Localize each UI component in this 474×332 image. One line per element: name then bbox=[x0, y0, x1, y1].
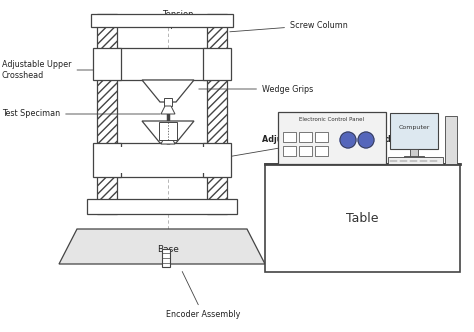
Text: Adjustable Lower Crosshead: Adjustable Lower Crosshead bbox=[230, 135, 391, 156]
Bar bbox=[93, 143, 121, 177]
Bar bbox=[97, 14, 117, 214]
Polygon shape bbox=[142, 80, 194, 102]
Bar bbox=[207, 14, 227, 214]
Bar bbox=[388, 157, 443, 164]
Text: Table: Table bbox=[346, 211, 379, 224]
Text: Base: Base bbox=[157, 244, 179, 254]
Circle shape bbox=[358, 132, 374, 148]
Bar bbox=[117, 48, 207, 80]
Bar bbox=[299, 146, 312, 156]
Bar bbox=[315, 132, 328, 142]
Bar bbox=[390, 113, 438, 149]
Bar bbox=[164, 98, 172, 106]
Bar bbox=[404, 156, 424, 160]
Bar bbox=[315, 146, 328, 156]
Text: Electronic Control Panel: Electronic Control Panel bbox=[300, 117, 365, 122]
Text: Tension
Space: Tension Space bbox=[162, 10, 194, 30]
Polygon shape bbox=[161, 106, 175, 114]
Text: Wedge Grips: Wedge Grips bbox=[199, 85, 313, 94]
Bar bbox=[93, 48, 121, 80]
Bar bbox=[117, 143, 207, 177]
Bar bbox=[445, 116, 457, 164]
Polygon shape bbox=[59, 229, 265, 264]
Bar bbox=[87, 199, 237, 214]
Text: Adjustable Upper
Crosshead: Adjustable Upper Crosshead bbox=[2, 60, 96, 80]
Text: Test Speciman: Test Speciman bbox=[2, 110, 160, 119]
Bar bbox=[203, 48, 231, 80]
Bar bbox=[265, 164, 460, 272]
Text: Encoder Assembly: Encoder Assembly bbox=[166, 272, 240, 319]
Bar bbox=[91, 14, 233, 27]
Polygon shape bbox=[142, 121, 194, 143]
Bar bbox=[283, 132, 296, 142]
Bar bbox=[203, 143, 231, 177]
Bar bbox=[299, 132, 312, 142]
Bar bbox=[117, 147, 127, 173]
Bar bbox=[278, 112, 386, 164]
Polygon shape bbox=[161, 136, 175, 144]
Bar bbox=[197, 147, 207, 173]
Text: Computer: Computer bbox=[398, 124, 430, 129]
Bar bbox=[410, 149, 418, 157]
Bar bbox=[283, 146, 296, 156]
Text: Screw Column: Screw Column bbox=[230, 21, 348, 32]
Bar bbox=[162, 249, 170, 267]
Bar bbox=[159, 122, 177, 140]
Circle shape bbox=[340, 132, 356, 148]
